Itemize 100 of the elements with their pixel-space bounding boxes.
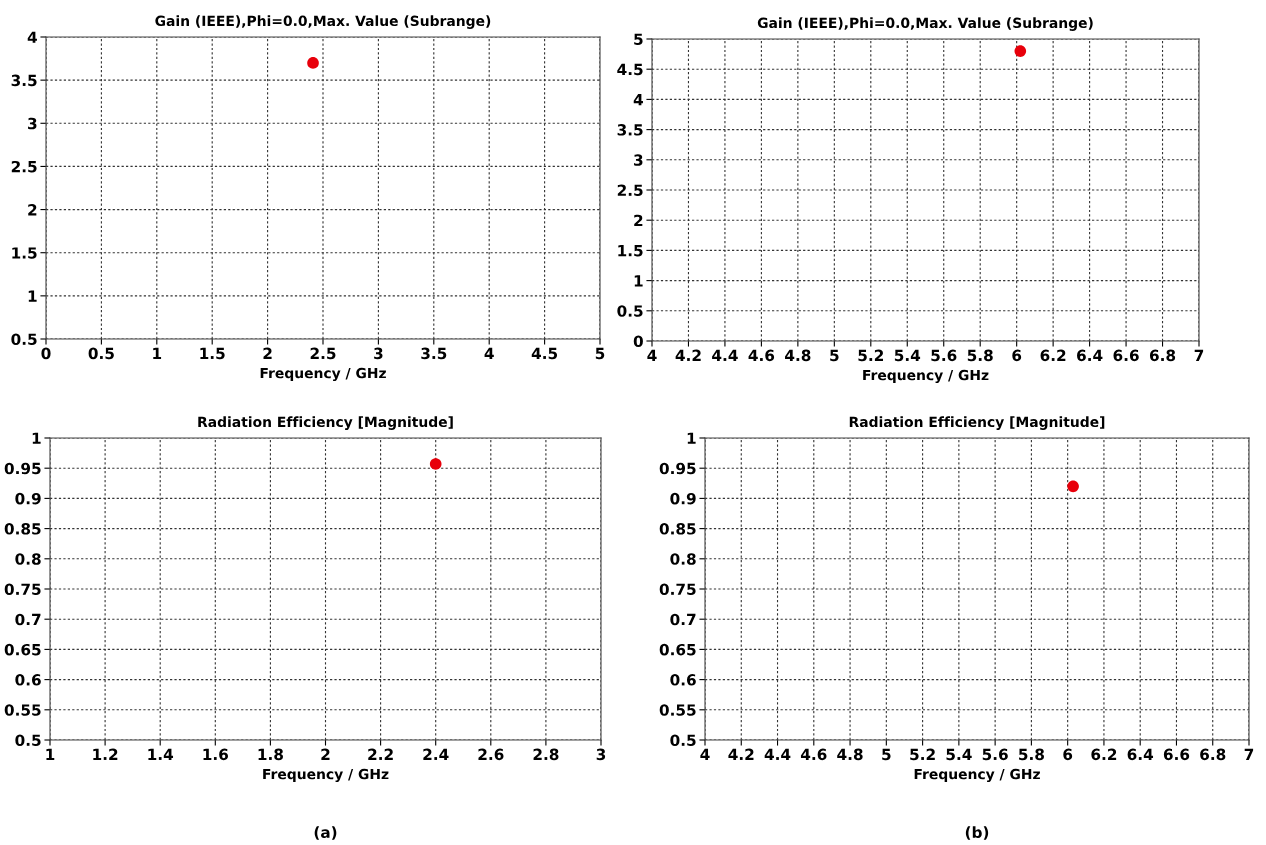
x-tick-label: 6.6 bbox=[1113, 349, 1139, 362]
x-tick-label: 5.2 bbox=[858, 349, 884, 362]
x-tick-label: 5.8 bbox=[967, 349, 993, 362]
x-tick-label: 0 bbox=[41, 347, 51, 360]
y-tick-label: 0.9 bbox=[15, 492, 41, 505]
text: (b) bbox=[965, 826, 989, 840]
x-tick-label: 4.6 bbox=[748, 349, 775, 362]
y-tick-label: 1 bbox=[634, 275, 643, 287]
y-tick-label: 0.5 bbox=[670, 734, 696, 747]
y-tick-label: 0.5 bbox=[11, 333, 37, 346]
y-tick-label: 0.7 bbox=[670, 613, 696, 626]
y-tick-label: 0.65 bbox=[4, 643, 41, 656]
y-tick-label: 4 bbox=[27, 31, 37, 43]
x-tick-label: 5.4 bbox=[894, 349, 921, 362]
y-tick-label: 4.5 bbox=[617, 63, 643, 76]
x-tick-label: 6.4 bbox=[1077, 349, 1103, 362]
x-tick-label: 5.4 bbox=[946, 748, 972, 761]
x-tick-label: 6.2 bbox=[1091, 748, 1117, 761]
y-tick-label: 0.6 bbox=[15, 674, 41, 686]
x-tick-label: 4.8 bbox=[785, 349, 811, 362]
x-tick-label: 5.6 bbox=[931, 349, 957, 362]
y-tick-label: 0.75 bbox=[4, 583, 41, 596]
x-tick-label: 4.4 bbox=[712, 349, 738, 361]
y-tick-label: 1 bbox=[28, 290, 37, 302]
y-tick-label: 0 bbox=[633, 335, 643, 348]
y-tick-label: 1 bbox=[687, 432, 696, 444]
y-tick-label: 0.65 bbox=[659, 643, 696, 656]
x-tick-label: 1.6 bbox=[203, 748, 229, 761]
x-tick-label: 4.2 bbox=[675, 349, 701, 361]
x-tick-label: 2.6 bbox=[478, 748, 504, 761]
x-tick-label: 1.2 bbox=[93, 748, 118, 760]
x-tick-label: 0.5 bbox=[88, 347, 114, 360]
x-tick-label: 6.6 bbox=[1163, 748, 1190, 761]
x-tick-label: 2.8 bbox=[533, 748, 559, 761]
y-tick-label: 2.5 bbox=[11, 160, 37, 173]
x-tick-label: 6.8 bbox=[1149, 349, 1176, 362]
x-tick-label: 1.4 bbox=[148, 748, 174, 760]
x-tick-label: 4.6 bbox=[800, 748, 827, 761]
x-axis-title: Frequency / GHz bbox=[914, 768, 1040, 783]
chart-title: Radiation Efficiency [Magnitude] bbox=[849, 416, 1105, 430]
x-tick-label: 4.5 bbox=[531, 347, 558, 360]
y-tick-label: 1 bbox=[32, 432, 41, 444]
x-tick-label: 4.2 bbox=[728, 748, 754, 760]
x-tick-label: 6.2 bbox=[1040, 349, 1066, 362]
x-axis-title: Frequency / GHz bbox=[263, 768, 389, 783]
y-tick-label: 0.5 bbox=[15, 734, 41, 747]
x-tick-label: 4 bbox=[484, 347, 494, 359]
x-tick-label: 1.8 bbox=[258, 748, 283, 761]
x-tick-label: 1.5 bbox=[200, 347, 225, 360]
y-tick-label: 0.85 bbox=[659, 523, 696, 535]
x-tick-label: 6.4 bbox=[1127, 748, 1154, 761]
x-tick-label: 7 bbox=[1244, 748, 1254, 760]
x-tick-label: 5 bbox=[595, 347, 605, 360]
x-tick-label: 5 bbox=[882, 748, 891, 761]
y-tick-label: 0.8 bbox=[15, 553, 41, 565]
x-tick-label: 3.5 bbox=[421, 347, 447, 360]
x-axis-title: Frequency / GHz bbox=[863, 369, 989, 384]
y-tick-label: 3 bbox=[28, 117, 37, 130]
y-tick-label: 0.85 bbox=[4, 523, 41, 535]
x-tick-label: 4.4 bbox=[764, 748, 791, 760]
x-tick-label: 4 bbox=[700, 748, 710, 760]
y-tick-label: 4 bbox=[633, 94, 643, 106]
x-tick-label: 5.6 bbox=[982, 748, 1008, 761]
y-tick-label: 3.5 bbox=[11, 74, 37, 87]
x-tick-label: 4 bbox=[647, 349, 657, 361]
x-tick-label: 6 bbox=[1012, 349, 1022, 362]
x-tick-label: 6 bbox=[1063, 748, 1073, 761]
y-tick-label: 0.75 bbox=[659, 583, 696, 596]
x-tick-label: 7 bbox=[1194, 349, 1204, 361]
x-axis-title: Frequency / GHz bbox=[260, 367, 386, 382]
chart-title: Gain (IEEE),Phi=0.0,Max. Value (Subrange) bbox=[155, 15, 491, 29]
x-tick-label: 4.8 bbox=[837, 748, 863, 761]
y-tick-label: 1.5 bbox=[12, 247, 37, 259]
y-tick-label: 3 bbox=[634, 154, 643, 166]
x-tick-label: 2 bbox=[263, 347, 272, 359]
chart-title: Gain (IEEE),Phi=0.0,Max. Value (Subrange) bbox=[757, 17, 1093, 31]
x-tick-label: 3 bbox=[374, 347, 383, 360]
x-tick-label: 2.2 bbox=[368, 748, 393, 760]
x-tick-label: 5 bbox=[830, 349, 839, 362]
y-tick-label: 5 bbox=[634, 33, 643, 46]
y-tick-label: 2 bbox=[634, 214, 643, 226]
x-tick-label: 3 bbox=[596, 748, 606, 761]
y-tick-label: 2 bbox=[28, 204, 37, 216]
y-tick-label: 0.95 bbox=[4, 462, 41, 475]
y-tick-label: 0.95 bbox=[659, 462, 696, 475]
text: (a) bbox=[314, 826, 337, 840]
y-tick-label: 0.9 bbox=[670, 492, 696, 505]
y-tick-label: 0.8 bbox=[670, 553, 696, 565]
y-tick-label: 0.6 bbox=[670, 674, 696, 686]
x-tick-label: 6.8 bbox=[1200, 748, 1226, 761]
y-tick-label: 1.5 bbox=[618, 245, 643, 257]
x-tick-label: 5.8 bbox=[1019, 748, 1044, 761]
x-tick-label: 2 bbox=[321, 748, 330, 760]
x-tick-label: 2.5 bbox=[310, 347, 336, 360]
y-tick-label: 2.5 bbox=[617, 184, 643, 197]
x-tick-label: 5.2 bbox=[910, 748, 935, 761]
x-tick-label: 1 bbox=[46, 748, 55, 760]
y-tick-label: 3.5 bbox=[617, 124, 643, 136]
chart-title: Radiation Efficiency [Magnitude] bbox=[198, 416, 453, 430]
y-tick-label: 0.55 bbox=[4, 704, 41, 716]
